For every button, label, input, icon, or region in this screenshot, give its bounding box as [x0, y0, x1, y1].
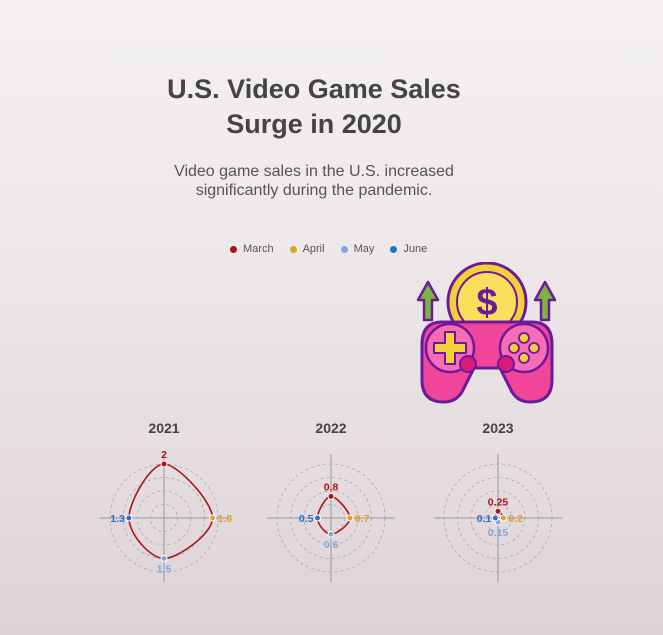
point-april-2022: [347, 515, 353, 521]
legend-item-may: May: [341, 243, 375, 255]
point-june-2021: [126, 515, 132, 521]
data-label-may-2023: 0.15: [488, 527, 509, 539]
data-label-june-2023: 0.1: [477, 513, 492, 525]
arrow-up-left-icon: [418, 282, 438, 320]
data-label-april-2022: 0.7: [355, 513, 370, 525]
series-line-2021: [129, 464, 213, 559]
chart-title-2023: 2023: [482, 420, 513, 436]
data-label-may-2022: 0.6: [324, 539, 339, 551]
subtitle-line-1: Video game sales in the U.S. increased: [0, 162, 628, 181]
title-line-1: U.S. Video Game Sales: [0, 72, 628, 107]
page-subtitle: Video game sales in the U.S. increased s…: [0, 162, 628, 200]
point-march-2021: [161, 461, 167, 467]
legend-item-june: June: [390, 243, 427, 255]
data-label-june-2021: 1.3: [110, 513, 125, 525]
title-line-2: Surge in 2020: [0, 107, 628, 142]
dollar-sign-icon: $: [476, 282, 497, 324]
point-may-2022: [328, 531, 334, 537]
data-label-april-2023: 0.2: [508, 513, 523, 525]
legend: March April May June: [230, 243, 427, 255]
point-april-2021: [210, 515, 216, 521]
legend-item-april: April: [290, 243, 325, 255]
legend-label-may: May: [354, 243, 375, 255]
page-title: U.S. Video Game Sales Surge in 2020: [0, 72, 628, 142]
legend-dot-march: [230, 246, 237, 253]
data-label-march-2021: 2: [161, 449, 167, 461]
data-label-may-2021: 1.5: [157, 564, 172, 576]
radar-charts: 2021 2 1.8 1.5 1.3 2022 0.8 0.7 0.6 0.5 2023 0.25 0.…: [0, 410, 663, 590]
arrow-up-right-icon: [535, 282, 555, 320]
point-march-2023: [495, 508, 501, 514]
point-june-2022: [315, 515, 321, 521]
data-label-april-2021: 1.8: [218, 513, 233, 525]
legend-dot-may: [341, 246, 348, 253]
chart-title-2021: 2021: [148, 420, 179, 436]
legend-dot-april: [290, 246, 297, 253]
data-label-june-2022: 0.5: [299, 513, 314, 525]
data-label-march-2022: 0.8: [324, 481, 339, 493]
data-label-march-2023: 0.25: [488, 496, 509, 508]
gamepad-dollar-icon: $: [412, 262, 572, 407]
legend-label-april: April: [303, 243, 325, 255]
legend-label-march: March: [243, 243, 274, 255]
point-april-2023: [500, 515, 506, 521]
series-line-2022: [318, 496, 350, 534]
legend-dot-june: [390, 246, 397, 253]
chart-title-2022: 2022: [315, 420, 346, 436]
point-may-2021: [161, 556, 167, 562]
legend-label-june: June: [403, 243, 427, 255]
subtitle-line-2: significantly during the pandemic.: [0, 181, 628, 200]
point-june-2023: [492, 515, 498, 521]
legend-item-march: March: [230, 243, 274, 255]
point-march-2022: [328, 493, 334, 499]
